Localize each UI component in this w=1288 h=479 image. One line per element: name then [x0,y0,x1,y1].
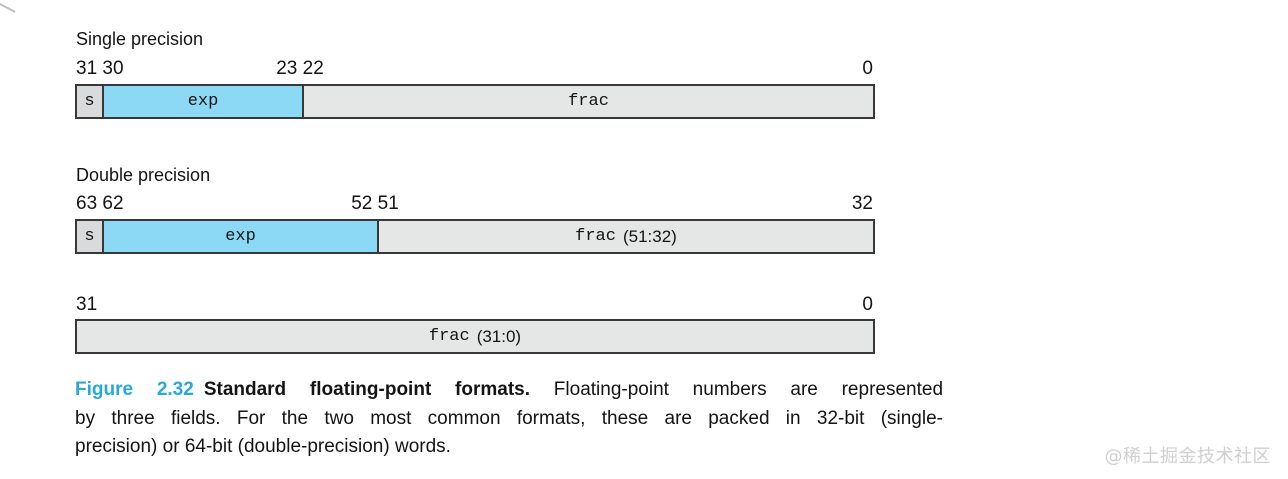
bit-index-52-51: 52 51 [351,193,399,214]
frac-bit-range: (51:32) [622,226,677,246]
bit-index-31-30: 31 30 [76,58,124,79]
single-bit-indices: 31 30 23 22 0 [75,58,875,80]
frac-field: frac [302,86,873,117]
bit-index-23-22: 23 22 [276,58,324,79]
figure-number: Figure 2.32 [75,379,194,400]
caption-text-line3: precision) or 64-bit (double-precision) … [75,436,451,457]
bit-index-0: 0 [862,294,873,315]
watermark: @稀土掘金技术社区 [1104,446,1271,467]
single-precision-label: Single precision [76,29,204,49]
frac-bit-range: (31:0) [476,326,522,346]
double-precision-low-word: frac (31:0) [75,319,875,354]
exp-field: exp [102,221,377,252]
caption-text-line1: Floating-point numbers are represented [553,379,944,400]
figure-caption: Figure 2.32 Standard floating-point forma… [75,376,943,462]
corner-artifact [0,1,16,13]
sign-field: s [77,86,102,117]
exp-field: exp [102,86,302,117]
bit-index-0: 0 [862,58,873,79]
bit-index-31: 31 [76,294,98,315]
frac-field-name: frac [575,227,616,246]
frac-field-name: frac [428,327,470,346]
double-low-bit-indices: 31 0 [75,294,875,316]
bit-index-63-62: 63 62 [76,193,124,214]
caption-text-line2: by three fields. For the two most common… [75,407,943,429]
bit-index-32: 32 [851,193,873,214]
sign-field: s [77,221,102,252]
figure-title: Standard floating-point formats. [203,379,531,400]
single-precision-word: s exp frac [75,84,875,119]
double-precision-label: Double precision [76,165,211,185]
double-bit-indices: 63 62 52 51 32 [75,193,875,215]
caption-line-1: Figure 2.32 Standard floating-point forma… [75,376,943,405]
frac-low-field: frac (31:0) [77,321,873,352]
double-precision-high-word: s exp frac (51:32) [75,219,875,254]
frac-high-field: frac (51:32) [377,221,873,252]
